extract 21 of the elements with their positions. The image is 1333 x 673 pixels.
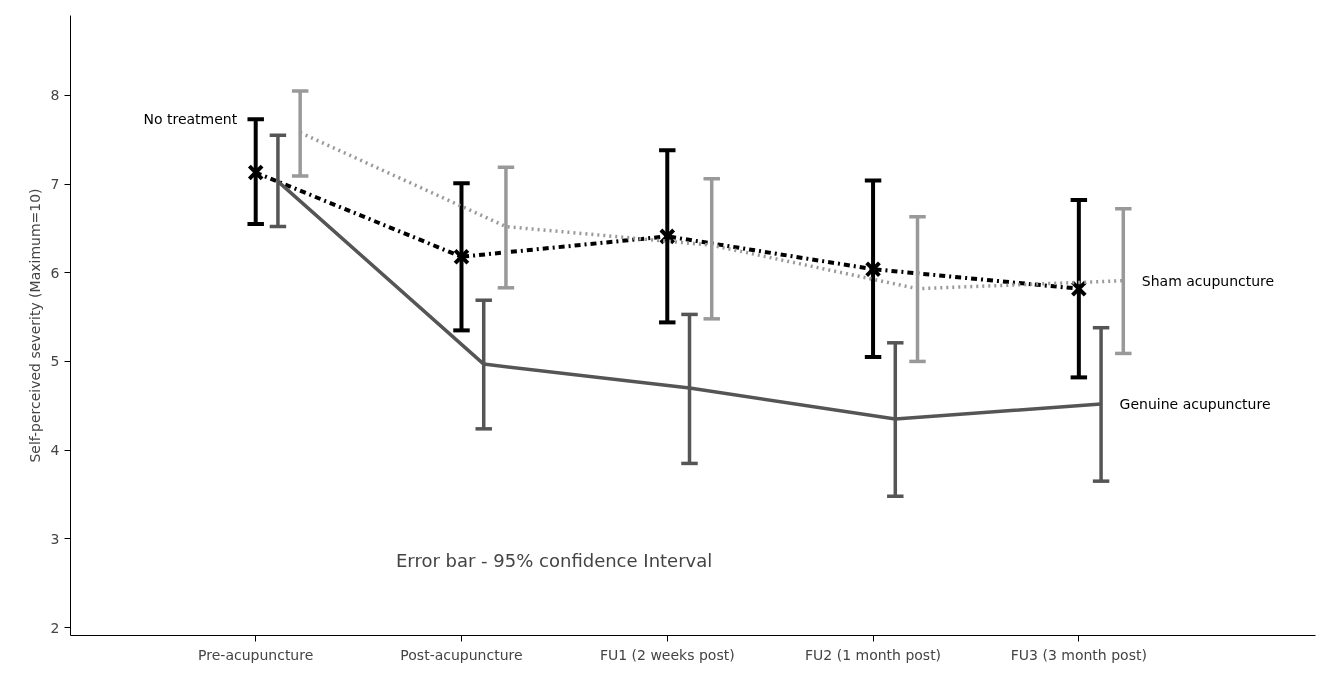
point bbox=[864, 260, 882, 278]
y-tick-label: 6 bbox=[50, 264, 60, 281]
annotation: Error bar - 95% confidence Interval bbox=[395, 549, 713, 571]
x-tick-label: Pre-acupuncture bbox=[198, 646, 314, 663]
text: No treatment bbox=[143, 111, 238, 128]
series-label: Sham acupuncture bbox=[1141, 272, 1275, 289]
point bbox=[247, 164, 265, 181]
x-tick-label: FU1 (2 weeks post) bbox=[599, 646, 735, 663]
y-axis-title: Self-perceived severity (Maximum=10) bbox=[26, 188, 43, 463]
y-tick-label: 4 bbox=[50, 442, 60, 459]
point bbox=[453, 248, 470, 266]
y-tick-label: 8 bbox=[50, 87, 60, 104]
y-tick-label: 3 bbox=[50, 530, 60, 547]
x-tick-label: FU2 (1 month post) bbox=[805, 646, 942, 663]
x-tick-label: FU3 (3 month post) bbox=[1010, 646, 1147, 663]
point bbox=[658, 227, 676, 245]
series-label: Genuine acupuncture bbox=[1119, 396, 1271, 412]
y-tick-label: 5 bbox=[50, 353, 60, 370]
x-tick-label: Post-acupuncture bbox=[400, 646, 523, 663]
y-tick-label: 7 bbox=[50, 176, 60, 193]
y-tick-label: 2 bbox=[50, 619, 60, 636]
